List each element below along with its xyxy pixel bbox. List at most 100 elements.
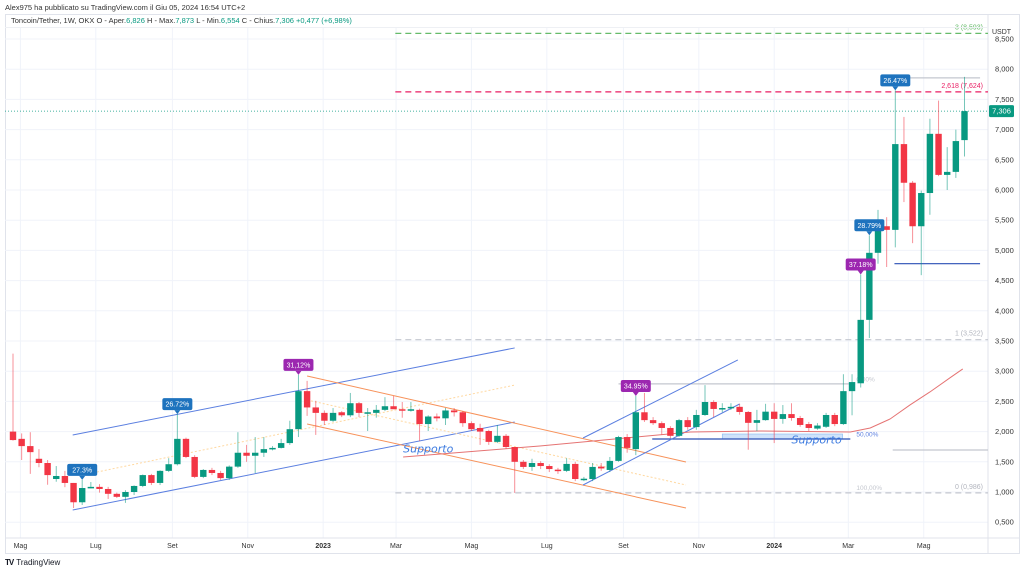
candle-body-up[interactable] — [615, 437, 622, 461]
candle-body-up[interactable] — [701, 402, 709, 415]
candle-body-up[interactable] — [866, 252, 873, 320]
candle-body-up[interactable] — [373, 409, 380, 413]
percent-callout-box[interactable] — [162, 398, 193, 411]
candle-body-down[interactable] — [433, 416, 441, 419]
candle-body-down[interactable] — [182, 438, 190, 457]
candle-body-up[interactable] — [139, 475, 146, 486]
percent-callout-box[interactable] — [845, 258, 876, 271]
candle-body-down[interactable] — [485, 430, 492, 442]
candle-body-up[interactable] — [364, 412, 371, 414]
candle-body-down[interactable] — [27, 446, 34, 453]
supporto-annotation[interactable]: Supporto — [792, 434, 842, 447]
candle-body-up[interactable] — [563, 463, 570, 471]
candle-body-down[interactable] — [658, 423, 665, 428]
candle-body-down[interactable] — [390, 406, 397, 410]
candle-body-down[interactable] — [217, 472, 224, 479]
percent-callout-box[interactable] — [67, 463, 98, 476]
candle-body-down[interactable] — [710, 402, 717, 409]
candle-body-up[interactable] — [286, 429, 293, 444]
candle-body-up[interactable] — [329, 412, 337, 421]
candle-body-down[interactable] — [554, 469, 562, 472]
candle-body-up[interactable] — [260, 449, 268, 453]
candle-body-down[interactable] — [667, 427, 674, 436]
candle-body-down[interactable] — [796, 418, 804, 425]
candle-body-down[interactable] — [468, 423, 475, 430]
channel-down-lower-trendline[interactable] — [306, 423, 687, 509]
candle-body-down[interactable] — [459, 412, 466, 424]
candle-body-down[interactable] — [104, 488, 112, 494]
candle-body-down[interactable] — [35, 458, 43, 464]
candle-body-down[interactable] — [44, 463, 51, 476]
candle-body-up[interactable] — [727, 406, 735, 409]
candle-body-down[interactable] — [771, 411, 778, 419]
percent-callout-box[interactable] — [620, 379, 651, 392]
candle-body-down[interactable] — [303, 391, 311, 408]
candle-body-up[interactable] — [961, 111, 968, 141]
candle-body-up[interactable] — [156, 470, 164, 483]
candle-body-up[interactable] — [874, 226, 882, 253]
candle-body-up[interactable] — [926, 133, 934, 194]
candle-body-down[interactable] — [520, 461, 527, 467]
candle-body-down[interactable] — [18, 438, 25, 447]
candle-body-up[interactable] — [857, 319, 864, 384]
channel-2022-upper-trendline[interactable] — [72, 347, 515, 436]
candle-body-up[interactable] — [822, 414, 830, 427]
candle-body-up[interactable] — [814, 425, 821, 429]
candle-body-down[interactable] — [805, 424, 812, 428]
candle-body-down[interactable] — [502, 435, 510, 448]
candle-body-down[interactable] — [338, 412, 345, 416]
supporto-annotation[interactable]: Supporto — [403, 443, 453, 456]
candle-body-up[interactable] — [494, 435, 501, 442]
candle-body-down[interactable] — [788, 414, 795, 419]
candle-body-up[interactable] — [528, 463, 536, 467]
candle-body-up[interactable] — [87, 486, 95, 489]
candle-body-down[interactable] — [909, 182, 916, 227]
candle-body-up[interactable] — [693, 414, 700, 428]
candle-body-up[interactable] — [952, 141, 960, 172]
currency-label[interactable]: USDT — [992, 29, 1012, 36]
candle-body-up[interactable] — [407, 409, 415, 411]
candle-body-up[interactable] — [779, 414, 787, 419]
channel-2023-lower-trendline[interactable] — [582, 403, 740, 486]
candle-body-down[interactable] — [399, 409, 406, 411]
candle-body-down[interactable] — [649, 420, 657, 424]
candle-body-down[interactable] — [321, 412, 328, 421]
candle-body-up[interactable] — [753, 420, 761, 423]
candle-body-up[interactable] — [79, 488, 86, 503]
candle-body-up[interactable] — [606, 460, 614, 470]
candle-body-down[interactable] — [598, 466, 605, 469]
candle-body-up[interactable] — [848, 382, 856, 392]
channel-2023-upper-trendline[interactable] — [582, 359, 739, 439]
candle-body-down[interactable] — [900, 144, 908, 183]
candle-body-down[interactable] — [9, 431, 17, 441]
candle-body-up[interactable] — [840, 391, 847, 425]
candle-body-up[interactable] — [589, 466, 596, 480]
candle-body-down[interactable] — [511, 447, 518, 462]
candle-body-down[interactable] — [935, 133, 942, 175]
candle-body-down[interactable] — [191, 456, 198, 477]
candle-body-up[interactable] — [719, 408, 726, 410]
candle-body-down[interactable] — [416, 409, 423, 425]
candle-body-up[interactable] — [174, 438, 181, 465]
candle-body-down[interactable] — [96, 486, 103, 489]
candle-body-up[interactable] — [53, 475, 60, 480]
candle-body-down[interactable] — [736, 406, 743, 412]
candle-body-up[interactable] — [200, 469, 207, 477]
candle-body-down[interactable] — [572, 463, 579, 480]
candle-body-down[interactable] — [745, 411, 752, 423]
candle-body-up[interactable] — [442, 410, 449, 419]
candle-body-down[interactable] — [641, 412, 648, 421]
channel-2022-mid-trendline[interactable] — [96, 384, 515, 473]
percent-callout-box[interactable] — [283, 358, 314, 371]
candle-body-down[interactable] — [312, 407, 319, 413]
channel-down-upper-trendline[interactable] — [306, 375, 687, 463]
candle-body-down[interactable] — [476, 427, 484, 432]
candle-body-up[interactable] — [944, 171, 951, 175]
candle-body-up[interactable] — [130, 485, 138, 492]
candle-body-down[interactable] — [546, 466, 553, 470]
candle-body-up[interactable] — [762, 411, 769, 421]
candle-body-up[interactable] — [675, 420, 683, 436]
candle-body-up[interactable] — [580, 478, 588, 481]
candle-body-up[interactable] — [347, 403, 354, 416]
